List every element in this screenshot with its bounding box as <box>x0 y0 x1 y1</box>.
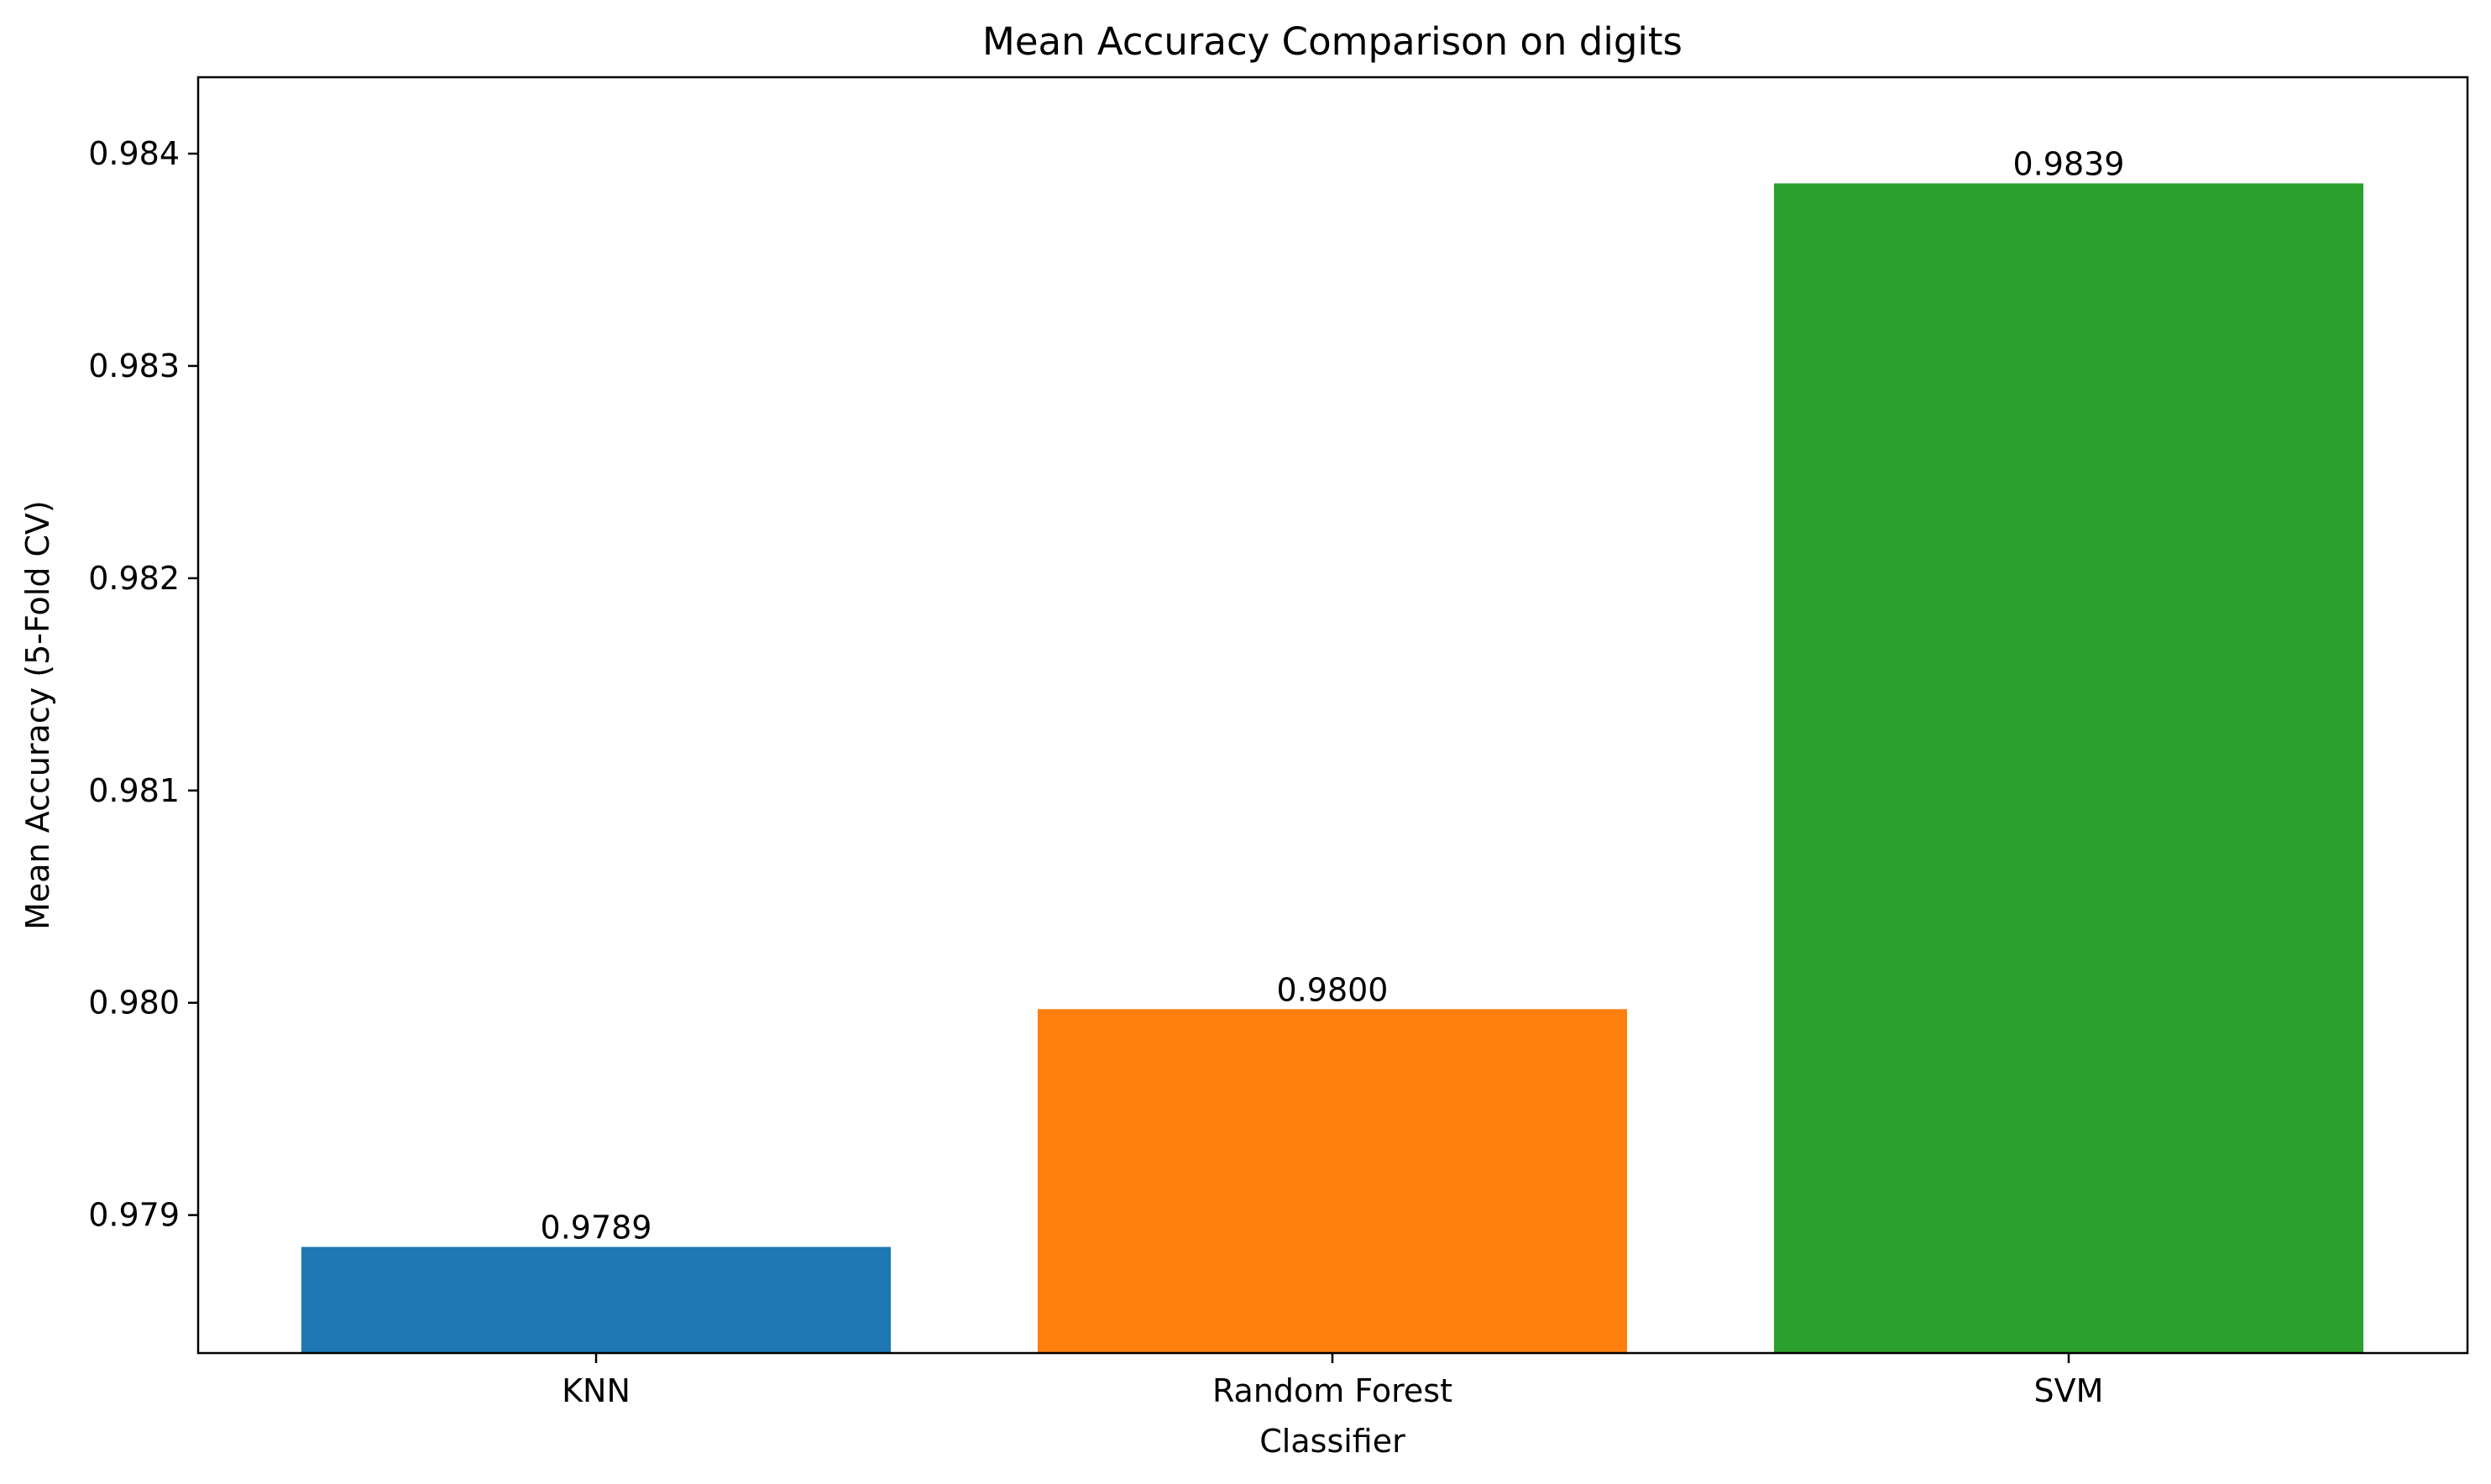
plot-frame <box>196 76 2469 1355</box>
data-label-svm: 0.9839 <box>2013 145 2125 182</box>
y-tick-label-5: 0.984 <box>88 135 180 172</box>
y-axis-label: Mean Accuracy (5-Fold CV) <box>19 500 56 930</box>
y-tick-label-4: 0.983 <box>88 347 180 384</box>
data-label-random-forest: 0.9800 <box>1277 971 1389 1008</box>
y-axis: 0.979 0.980 0.981 0.982 0.983 0.984 <box>88 135 198 1234</box>
chart-title: Mean Accuracy Comparison on digits <box>982 19 1682 64</box>
bar-svm <box>1774 183 2363 1353</box>
y-tick-label-2: 0.981 <box>88 772 180 809</box>
x-axis: KNN Random Forest SVM <box>562 1353 2103 1409</box>
bars-layer <box>301 183 2363 1353</box>
y-tick-label-0: 0.979 <box>88 1197 180 1234</box>
y-tick-label-3: 0.982 <box>88 560 180 597</box>
data-label-knn: 0.9789 <box>541 1210 652 1246</box>
x-tick-label-svm: SVM <box>2034 1372 2104 1409</box>
x-tick-label-random-forest: Random Forest <box>1212 1372 1452 1409</box>
x-tick-label-knn: KNN <box>562 1372 631 1409</box>
bar-random-forest <box>1038 1009 1627 1353</box>
x-axis-label: Classifier <box>1259 1423 1405 1460</box>
y-tick-label-1: 0.980 <box>88 985 180 1022</box>
data-labels-layer: 0.9789 0.9800 0.9839 <box>541 145 2125 1246</box>
bar-knn <box>301 1246 891 1353</box>
